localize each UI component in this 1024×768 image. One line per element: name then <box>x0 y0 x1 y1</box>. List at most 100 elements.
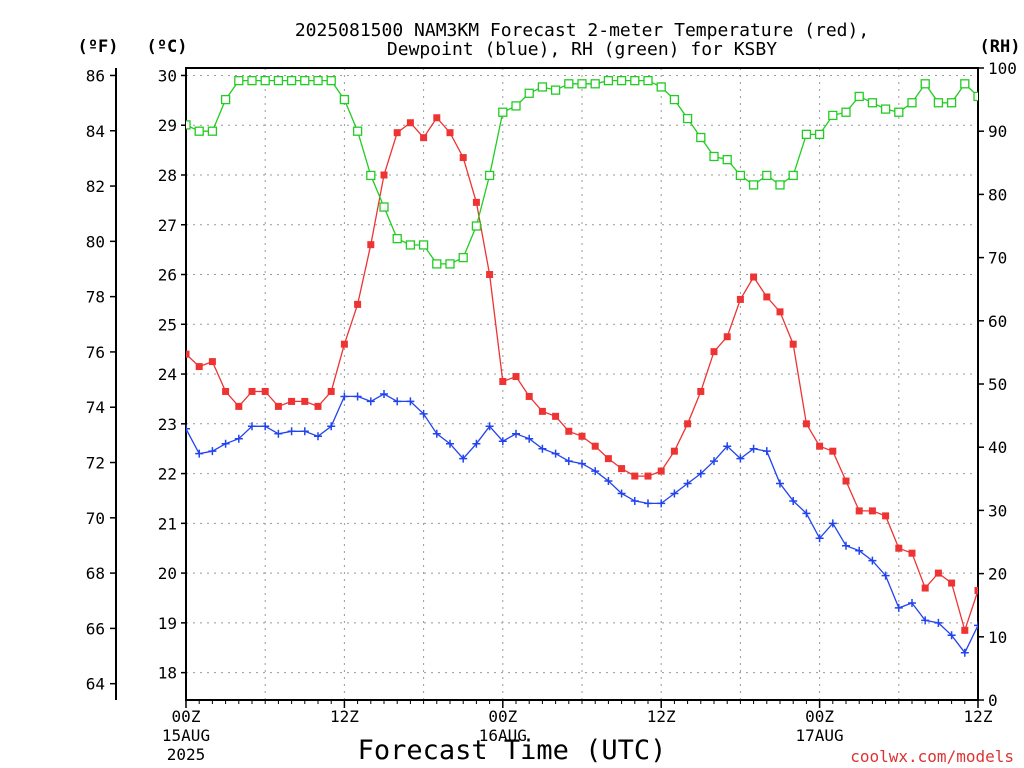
temperature-point <box>948 579 956 587</box>
rh-tick-label: 80 <box>988 185 1007 204</box>
celsius-tick-label: 18 <box>158 664 177 683</box>
temperature-point <box>406 119 414 127</box>
dewpoint-point <box>261 422 270 431</box>
rh-point <box>841 107 851 117</box>
temperature-point <box>657 467 665 475</box>
dewpoint-point <box>828 519 837 528</box>
temperature-point <box>261 387 269 395</box>
temperature-point <box>829 447 837 455</box>
rh-point <box>946 98 957 108</box>
rh-tick-label: 90 <box>988 122 1007 141</box>
rh-point <box>577 79 587 89</box>
temperature-point <box>961 626 969 634</box>
temperature-point <box>420 134 428 142</box>
celsius-tick-label: 27 <box>158 216 177 235</box>
temperature-point <box>512 373 520 381</box>
celsius-unit-label: (ºC) <box>147 37 188 57</box>
celsius-tick-label: 29 <box>158 116 177 135</box>
dewpoint-point <box>234 434 243 443</box>
temperature-point <box>446 129 454 137</box>
time-tick-label: 00Z <box>805 707 834 726</box>
fahrenheit-tick-label: 84 <box>86 122 105 141</box>
dewpoint-point <box>472 439 481 448</box>
rh-point <box>828 110 838 121</box>
dewpoint-point <box>274 429 283 438</box>
rh-point <box>511 101 521 111</box>
temperature-point <box>367 241 375 249</box>
rh-tick-label: 40 <box>988 438 1007 457</box>
fahrenheit-tick-label: 64 <box>86 675 105 694</box>
dewpoint-point <box>485 422 494 431</box>
dewpoint-point <box>186 424 190 433</box>
dewpoint-point <box>380 389 388 398</box>
rh-unit-label: (RH) <box>980 37 1021 57</box>
dewpoint-point <box>419 409 428 418</box>
rh-point <box>220 94 231 105</box>
dewpoint-point <box>974 621 978 630</box>
time-tick-label: 12Z <box>330 707 359 726</box>
temperature-point <box>736 295 744 303</box>
series-group <box>186 75 978 657</box>
celsius-tick-label: 24 <box>158 365 177 384</box>
celsius-tick-label: 30 <box>158 66 177 85</box>
dewpoint-point <box>248 422 256 431</box>
fahrenheit-tick-label: 72 <box>86 454 105 473</box>
rh-point <box>603 75 614 86</box>
temperature-point <box>684 420 692 428</box>
date-tick-label: 15AUG <box>162 726 210 745</box>
fahrenheit-tick-label: 70 <box>86 509 105 528</box>
temperature-point <box>327 387 335 395</box>
dewpoint-point <box>644 499 652 508</box>
dewpoint-point <box>710 457 718 466</box>
fahrenheit-tick-label: 82 <box>86 177 105 196</box>
celsius-tick-label: 21 <box>158 514 177 533</box>
rh-tick-label: 0 <box>988 691 998 710</box>
chart-title: 2025081500 NAM3KM Forecast 2-meter Tempe… <box>295 20 869 41</box>
dewpoint-point <box>498 437 507 446</box>
dewpoint-point <box>208 447 217 456</box>
temperature-point <box>895 544 903 552</box>
fahrenheit-tick-label: 80 <box>86 232 105 251</box>
temperature-point <box>842 477 850 485</box>
dewpoint-point <box>894 603 903 612</box>
dewpoint-point <box>564 457 573 466</box>
rh-point <box>313 75 323 86</box>
rh-tick-label: 70 <box>988 249 1007 268</box>
dewpoint-point <box>300 427 309 436</box>
dewpoint-point <box>776 479 784 488</box>
dewpoint-point <box>512 429 520 438</box>
dewpoint-point <box>657 499 666 508</box>
temperature-point <box>882 512 890 520</box>
temperature-point <box>538 407 546 415</box>
rh-point <box>366 170 376 181</box>
rh-point <box>788 170 798 181</box>
temperature-point <box>855 507 863 515</box>
rh-point <box>484 170 495 181</box>
rh-point <box>524 88 534 98</box>
dewpoint-point <box>366 397 375 406</box>
date-tick-label: 17AUG <box>796 726 844 745</box>
temperature-point <box>618 465 626 473</box>
temperature-point <box>697 387 705 395</box>
celsius-tick-label: 26 <box>158 266 177 285</box>
dewpoint-point <box>908 598 916 607</box>
dewpoint-point <box>749 444 758 453</box>
temperature-point <box>433 114 441 122</box>
rh-point <box>247 75 257 86</box>
axes <box>110 67 984 708</box>
dewpoint-point <box>855 546 864 555</box>
time-tick-label: 00Z <box>488 707 517 726</box>
grid-lines <box>186 68 978 700</box>
rh-point <box>696 132 706 143</box>
dewpoint-point <box>406 397 415 406</box>
dewpoint-point <box>538 444 547 453</box>
rh-point <box>801 129 812 140</box>
temperature-point <box>776 308 784 316</box>
temperature-point <box>670 447 678 455</box>
temperature-point <box>354 300 362 308</box>
rh-point <box>339 94 350 105</box>
dewpoint-point <box>340 392 349 401</box>
rh-point <box>722 154 732 165</box>
dewpoint-point <box>459 454 468 463</box>
dewpoint-point <box>591 467 600 476</box>
